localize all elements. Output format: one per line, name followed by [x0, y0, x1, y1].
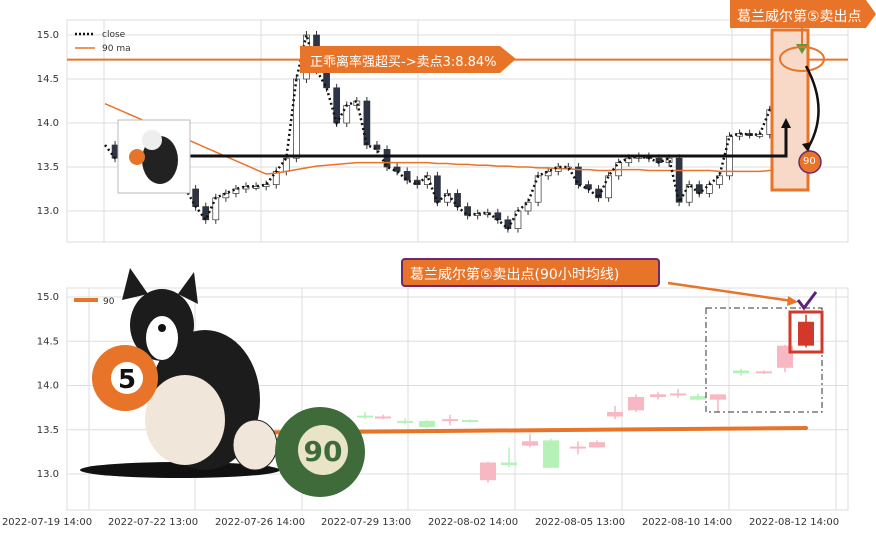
x-tick-label: 2022-07-22 13:00 — [108, 517, 198, 528]
x-tick-label: 2022-07-19 14:00 — [2, 517, 92, 528]
candle — [403, 171, 411, 181]
candle — [716, 175, 723, 185]
candle — [607, 412, 623, 417]
candle — [589, 442, 605, 448]
dog-ear-right — [178, 272, 198, 304]
candle — [293, 78, 300, 159]
candle — [375, 416, 391, 419]
candle — [232, 188, 240, 194]
curved-arrow-head — [802, 142, 812, 152]
y-tick-label: 13.0 — [37, 469, 59, 480]
highlight-box — [788, 310, 824, 354]
candle — [690, 396, 706, 400]
x-tick-label: 2022-08-02 14:00 — [428, 517, 518, 528]
legend-close-label: close — [102, 30, 126, 40]
ball-5-number: 5 — [118, 365, 136, 395]
check-icon — [796, 291, 818, 311]
candle — [383, 149, 391, 168]
sell-label-box — [401, 258, 660, 287]
candle — [570, 446, 586, 449]
pointer-arrow-head — [787, 296, 798, 306]
sell-label-box — [730, 0, 876, 28]
dog-illustration: 5 90 — [80, 268, 365, 497]
overbought-arrow — [300, 46, 516, 73]
x-tick-label: 2022-07-29 13:00 — [321, 517, 411, 528]
candle — [363, 100, 371, 146]
candle — [419, 420, 435, 428]
dog-ear-left — [122, 268, 148, 300]
candle — [423, 175, 431, 185]
focus-box — [705, 307, 823, 413]
sell-point-ma-label: 葛兰威尔第⑤卖出点(90小时均线) — [410, 267, 620, 283]
y-tick-label: 13.5 — [37, 425, 59, 436]
y-tick-label: 13.5 — [37, 162, 59, 173]
candle — [444, 193, 451, 203]
candle — [222, 193, 230, 199]
dog-muzzle — [146, 316, 178, 360]
price-chart: 15.0 14.5 14.0 13.5 13.0 close 90 ma — [37, 0, 876, 243]
ball-icon — [129, 149, 145, 165]
y-tick-label: 13.0 — [37, 206, 59, 217]
candle — [397, 420, 413, 423]
dog-tail — [232, 419, 278, 471]
candle — [575, 166, 582, 185]
candle — [501, 462, 517, 466]
x-tick-label: 2022-08-12 14:00 — [749, 517, 839, 528]
dog-shadow — [80, 462, 280, 478]
candle — [685, 184, 693, 203]
candle — [595, 188, 602, 199]
ball-90-spot — [298, 425, 348, 475]
y-tick-label: 14.5 — [37, 74, 59, 85]
candle — [522, 441, 538, 446]
candle — [670, 393, 686, 396]
ma-badge-circle — [798, 150, 822, 174]
candle — [442, 419, 458, 422]
y-tick-label: 14.5 — [37, 336, 59, 347]
candle — [462, 420, 478, 423]
y-tick-label: 14.0 — [37, 381, 59, 392]
candle — [464, 206, 471, 216]
candle — [480, 462, 496, 481]
candle — [543, 440, 559, 468]
dog-chest — [145, 375, 225, 465]
x-tick-label: 2022-08-10 14:00 — [642, 517, 732, 528]
candle — [756, 371, 772, 374]
overbought-arrow-label: 正乖离率强超买->卖点3:8.84% — [310, 55, 497, 70]
candle — [524, 201, 532, 212]
dog-nose — [158, 324, 166, 332]
x-tick-label: 2022-07-26 14:00 — [215, 517, 305, 528]
sell-ellipse — [779, 46, 825, 72]
candle — [628, 397, 644, 411]
candle — [798, 321, 814, 346]
candle — [544, 171, 552, 177]
ball-5-spot — [111, 362, 143, 394]
sell-point-label: 葛兰威尔第⑤卖出点 — [737, 9, 862, 25]
pointer-arrow — [667, 281, 793, 303]
y-tick-label: 15.0 — [37, 30, 59, 41]
candle — [373, 144, 381, 150]
ma-badge: 90 — [803, 156, 816, 167]
y-tick-label: 15.0 — [37, 292, 59, 303]
legend-ma-label: 90 — [103, 297, 115, 307]
candle — [710, 394, 726, 400]
candle — [357, 415, 373, 418]
ball-90-number: 90 — [304, 435, 343, 468]
curved-arrow — [804, 65, 820, 149]
y-tick-label: 14.0 — [37, 118, 59, 129]
up-arrow-head — [781, 118, 791, 128]
candle — [605, 175, 612, 199]
support-line — [190, 124, 788, 158]
ma90-line — [104, 102, 801, 175]
candle — [675, 157, 683, 203]
x-tick-label: 2022-08-05 13:00 — [535, 517, 625, 528]
candle — [202, 206, 210, 221]
candle — [650, 394, 666, 398]
candle — [733, 370, 749, 374]
legend-ma-label: 90 ma — [102, 44, 131, 54]
dog-face-icon — [142, 130, 162, 150]
